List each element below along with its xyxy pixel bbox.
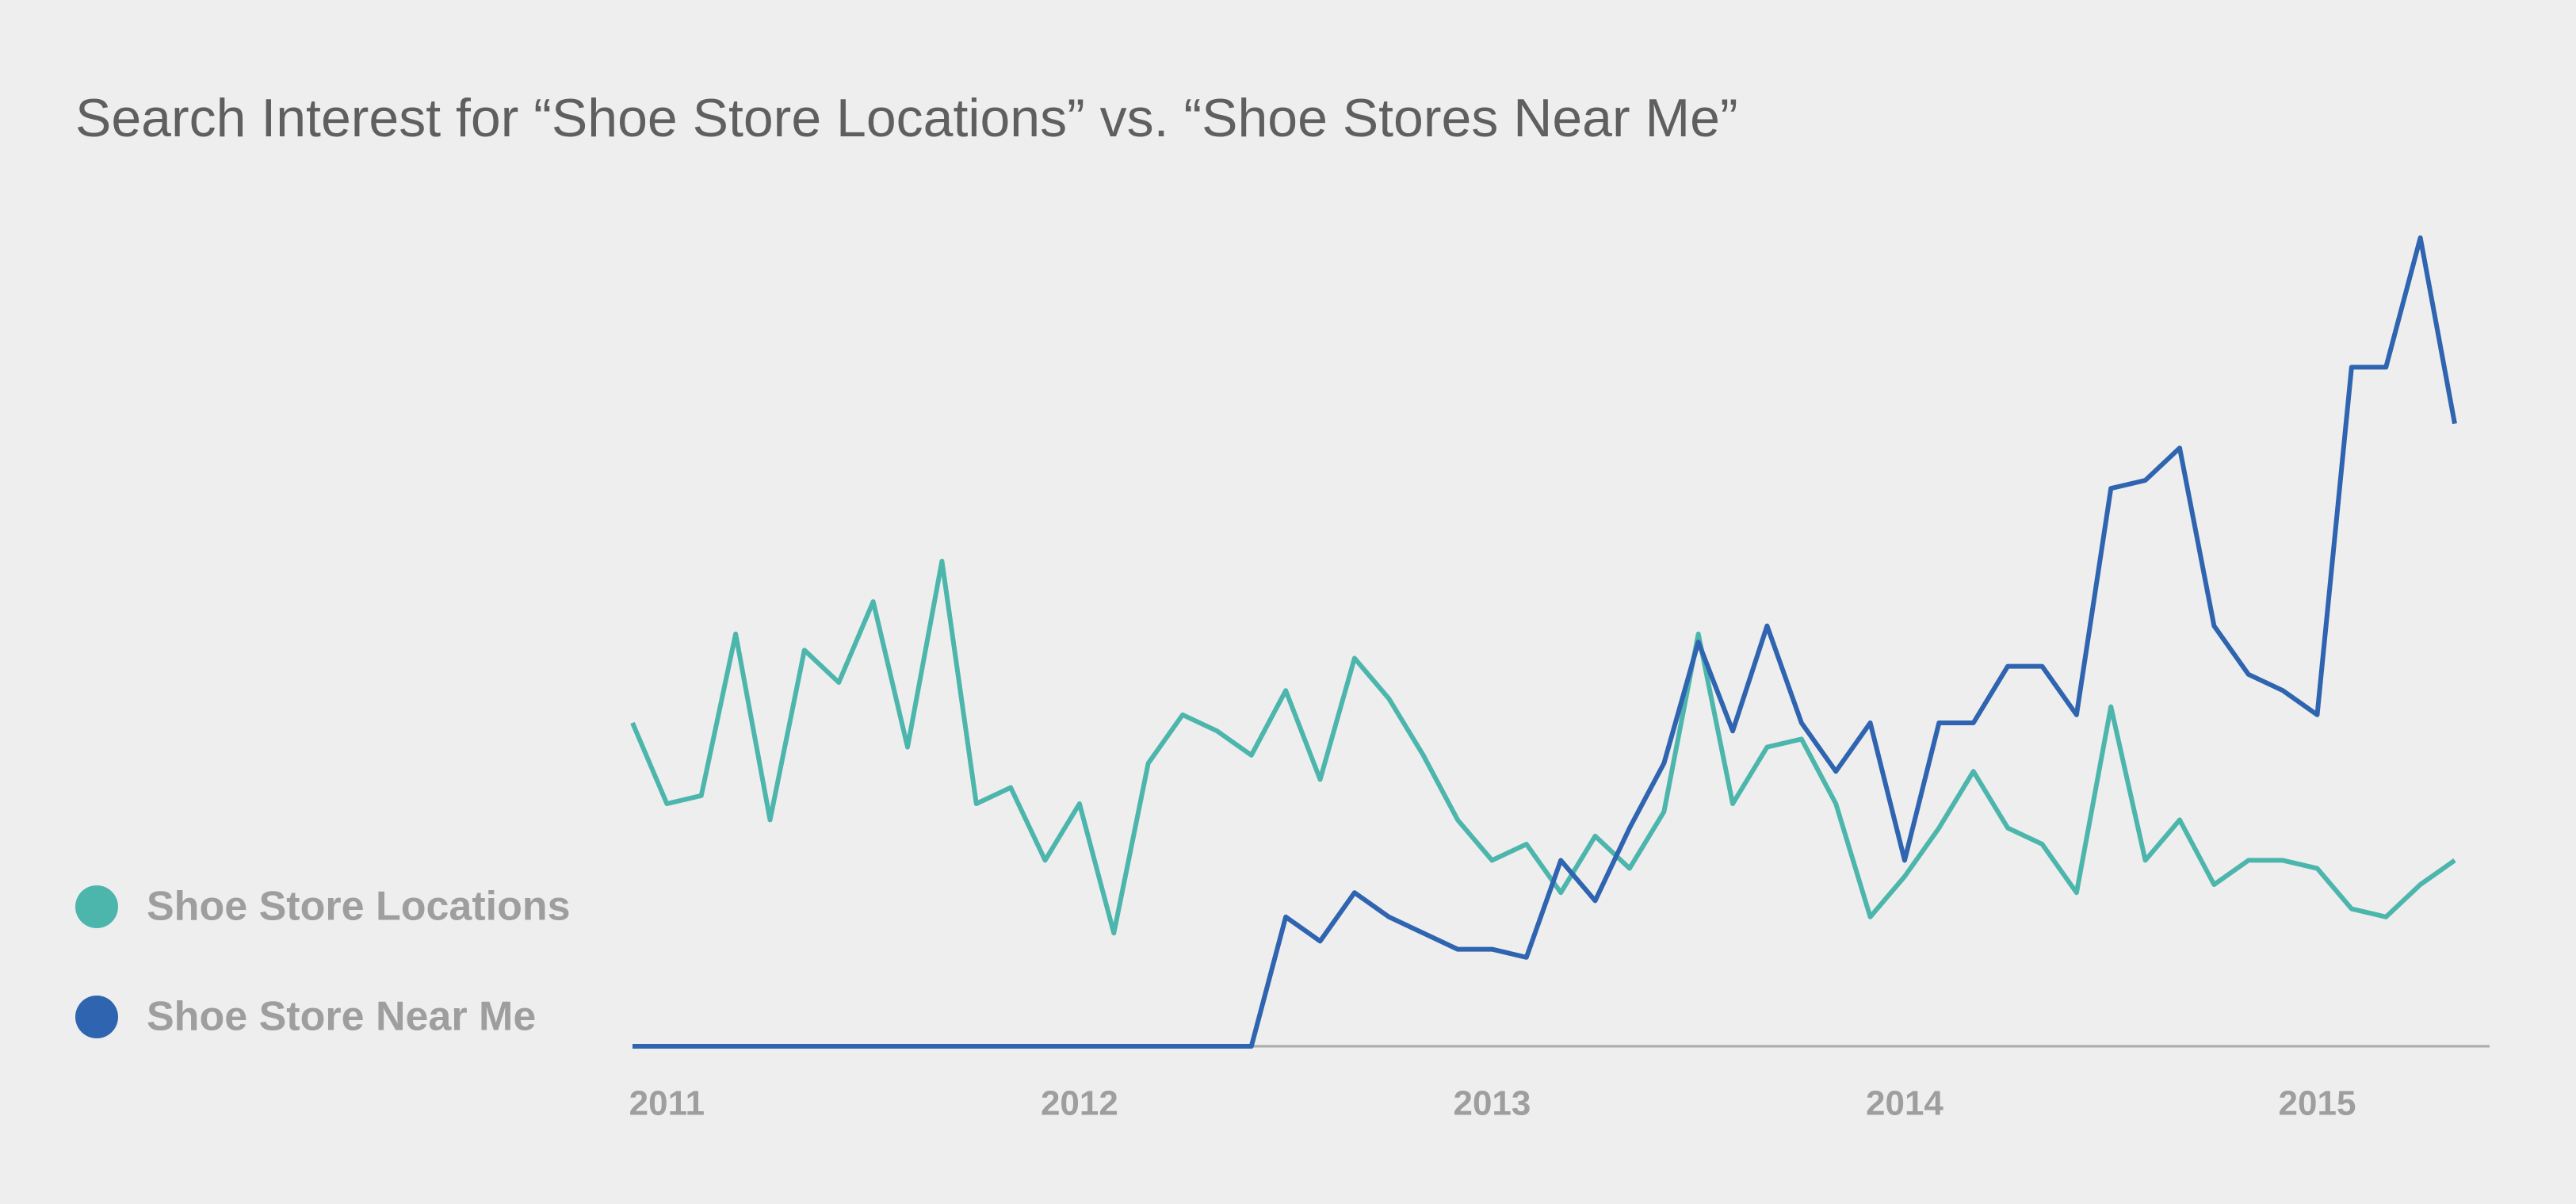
x-tick-label: 2012 bbox=[1041, 1084, 1118, 1123]
legend-marker bbox=[75, 885, 118, 928]
legend-label: Shoe Store Locations bbox=[147, 884, 571, 930]
x-tick-label: 2014 bbox=[1866, 1084, 1943, 1123]
x-tick-label: 2011 bbox=[629, 1084, 705, 1123]
legend-label: Shoe Store Near Me bbox=[147, 994, 536, 1040]
line bbox=[633, 235, 2457, 1049]
x-tick-label: 2015 bbox=[2279, 1084, 2356, 1123]
legend-marker bbox=[75, 996, 118, 1038]
x-tick-label: 2013 bbox=[1453, 1084, 1531, 1123]
chart-title: Search Interest for “Shoe Store Location… bbox=[75, 88, 1738, 148]
line bbox=[630, 559, 2456, 936]
